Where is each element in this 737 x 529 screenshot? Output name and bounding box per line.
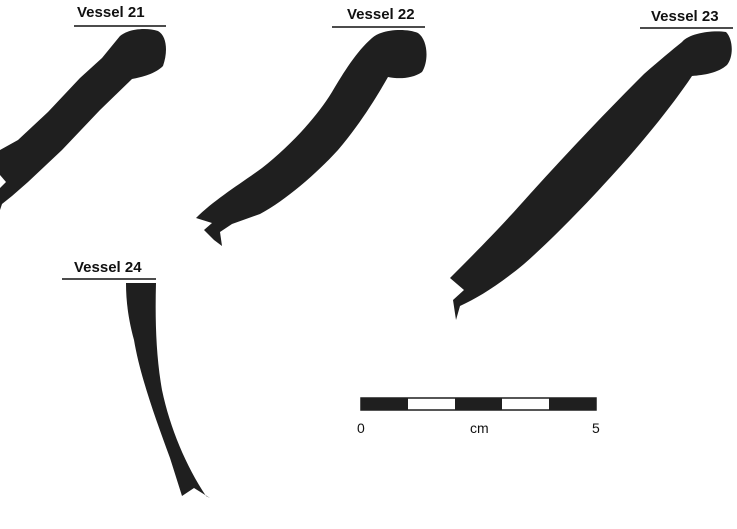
vessel-24-label: Vessel 24 — [74, 259, 142, 276]
scale-start-label: 0 — [357, 420, 365, 436]
scale-bar-segment-3 — [455, 398, 502, 410]
vessel-22-profile — [196, 30, 427, 247]
vessel-24: Vessel 24 — [62, 259, 210, 498]
scale-end-label: 5 — [592, 420, 600, 436]
vessel-24-profile — [126, 283, 210, 498]
vessel-21-profile — [0, 28, 166, 210]
vessel-21: Vessel 21 — [0, 4, 166, 210]
vessel-23-profile — [450, 31, 732, 320]
vessel-22-label: Vessel 22 — [347, 6, 415, 23]
vessel-22: Vessel 22 — [196, 6, 427, 247]
vessel-23: Vessel 23 — [450, 8, 733, 320]
scale-bar: 0 cm 5 — [357, 397, 600, 436]
scale-bar-segment-1 — [361, 398, 408, 410]
vessel-23-label: Vessel 23 — [651, 8, 719, 25]
scale-unit-label: cm — [470, 420, 489, 436]
vessel-21-label: Vessel 21 — [77, 4, 145, 21]
scale-bar-segment-5 — [549, 398, 596, 410]
